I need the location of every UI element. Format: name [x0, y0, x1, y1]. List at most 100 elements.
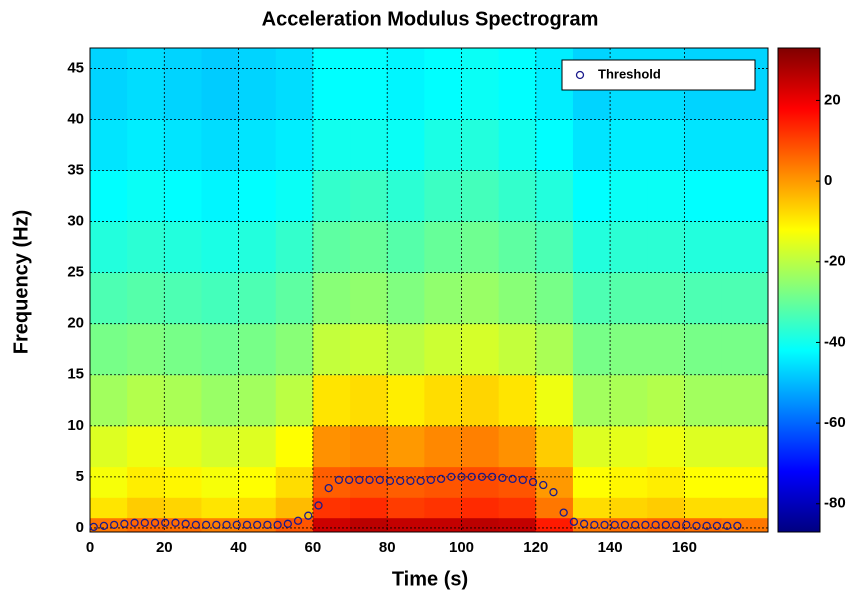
heatmap-cell	[424, 48, 463, 120]
heatmap-cell	[721, 466, 769, 498]
heatmap-cell	[312, 517, 351, 533]
threshold-marker	[181, 519, 190, 528]
threshold-marker	[651, 520, 660, 530]
heatmap-cell	[684, 119, 723, 172]
heatmap-cell	[127, 466, 165, 498]
threshold-marker	[242, 520, 252, 530]
heatmap-cell	[275, 374, 314, 427]
heatmap-cell	[164, 425, 202, 468]
heatmap-cell	[387, 221, 425, 274]
threshold-marker	[324, 483, 333, 493]
heatmap-cell	[275, 272, 314, 325]
heatmap-cell	[498, 272, 537, 325]
heatmap-cell	[238, 272, 277, 325]
threshold-marker	[702, 521, 711, 531]
heatmap-cell	[610, 466, 648, 498]
threshold-marker	[212, 520, 221, 530]
threshold-marker	[273, 520, 282, 530]
heatmap-cell	[164, 517, 202, 533]
colorbar-tick-label: -60	[824, 414, 846, 431]
threshold-marker	[344, 475, 354, 485]
threshold-marker	[610, 520, 619, 530]
heatmap-cell	[312, 221, 351, 274]
heatmap-cell	[127, 221, 165, 274]
heatmap-cell	[721, 272, 769, 325]
heatmap-cell	[387, 170, 425, 223]
x-axis-label: Time (s)	[392, 568, 468, 590]
heatmap-cell	[275, 466, 314, 498]
threshold-marker	[130, 518, 139, 527]
threshold-marker	[201, 520, 211, 530]
heatmap-cell	[498, 517, 537, 533]
heatmap-cell	[610, 170, 648, 223]
heatmap-cell	[498, 425, 537, 468]
threshold-marker	[477, 472, 487, 482]
heatmap-cell	[90, 119, 128, 172]
heatmap-cell	[201, 119, 240, 172]
heatmap-cell	[647, 323, 685, 376]
heatmap-cell	[127, 374, 165, 427]
y-tick-label: 0	[76, 519, 84, 536]
heatmap-cell	[90, 517, 128, 533]
colorbar	[777, 47, 821, 533]
heatmap-cell	[572, 425, 611, 468]
y-tick-label: 5	[76, 468, 84, 485]
heatmap-cell	[387, 425, 425, 468]
colorbar-tick-label: -40	[824, 333, 846, 350]
threshold-marker	[385, 476, 395, 486]
heatmap-cell	[201, 272, 240, 325]
heatmap-cell	[201, 497, 240, 519]
heatmap-cell	[535, 517, 574, 533]
threshold-marker	[120, 519, 129, 528]
heatmap-cell	[572, 374, 611, 427]
heatmap-cell	[164, 221, 202, 274]
threshold-marker	[549, 488, 558, 497]
heatmap-cell	[424, 272, 463, 325]
threshold-marker	[396, 476, 405, 486]
heatmap-cell	[387, 48, 425, 120]
heatmap-cell	[90, 425, 128, 468]
heatmap-cell	[721, 170, 769, 223]
heatmap-cell	[127, 272, 165, 325]
heatmap-cell	[312, 323, 351, 376]
threshold-marker	[283, 519, 292, 528]
threshold-marker	[99, 521, 109, 531]
heatmap-cell	[201, 425, 240, 468]
heatmap-cell	[610, 221, 648, 274]
heatmap-cell	[127, 425, 165, 468]
heatmap-cell	[275, 497, 314, 519]
heatmap-cell	[461, 221, 500, 274]
heatmap-cell	[275, 425, 314, 468]
legend-box	[561, 59, 756, 91]
heatmap-cell	[535, 170, 574, 223]
heatmap-cell	[90, 48, 128, 120]
threshold-marker	[171, 518, 180, 527]
heatmap-cell	[424, 517, 463, 533]
heatmap-cell	[461, 425, 500, 468]
x-tick-label: 80	[379, 539, 396, 556]
threshold-marker	[253, 520, 262, 530]
heatmap-cell	[350, 221, 388, 274]
heatmap-cell	[164, 497, 202, 519]
heatmap-cell	[312, 374, 351, 427]
heatmap-cell	[721, 323, 769, 376]
heatmap-cell	[535, 272, 574, 325]
heatmap-cell	[164, 466, 202, 498]
heatmap-cell	[498, 221, 537, 274]
heatmap-cell	[238, 119, 277, 172]
heatmap-cell	[572, 517, 611, 533]
heatmap-cell	[721, 425, 769, 468]
heatmap-cell	[535, 497, 574, 519]
plot-frame	[89, 47, 769, 533]
threshold-marker	[661, 520, 670, 530]
heatmap-cell	[350, 374, 388, 427]
heatmap-cell	[90, 221, 128, 274]
threshold-marker	[722, 521, 732, 531]
threshold-marker	[406, 476, 415, 486]
heatmap-cell	[461, 119, 500, 172]
heatmap-cell	[238, 497, 277, 519]
threshold-marker	[569, 517, 579, 526]
heatmap-cell	[610, 425, 648, 468]
heatmap-cell	[647, 497, 685, 519]
heatmap-cell	[164, 374, 202, 427]
